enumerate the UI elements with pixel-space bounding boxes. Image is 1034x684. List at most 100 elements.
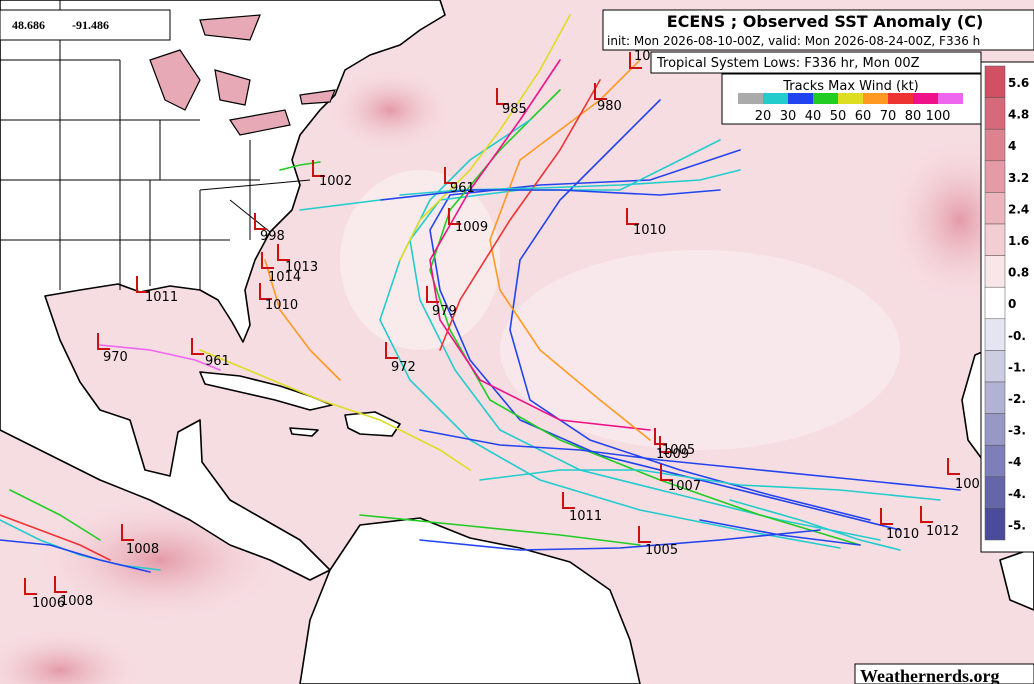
warm-anomaly: [0, 630, 140, 684]
colorbar-cell: [984, 508, 1006, 541]
legend-swatch: [938, 93, 963, 104]
north-america: [0, 0, 446, 581]
low-label: 972: [391, 360, 416, 375]
low-label: 1005: [645, 543, 678, 558]
track: [399, 14, 571, 261]
neutral-area: [340, 170, 500, 350]
low-label: 1011: [569, 509, 602, 524]
low-symbol: [277, 244, 290, 261]
low-symbol: [385, 342, 398, 359]
low-symbol: [920, 506, 933, 523]
title: ECENS ; Observed SST Anomaly (C): [667, 12, 984, 31]
track: [379, 189, 721, 201]
low-label: 1010: [886, 527, 919, 542]
low-symbol: [594, 83, 607, 100]
low-symbol: [24, 578, 37, 595]
colorbar-label: -0.: [1008, 329, 1026, 343]
hispaniola: [344, 411, 401, 437]
low-label: 1010: [265, 298, 298, 313]
legend-label: 40: [805, 109, 822, 124]
colorbar-cell: [984, 255, 1006, 288]
jamaica: [289, 427, 319, 437]
low-symbol: [191, 338, 204, 355]
track: [379, 119, 841, 549]
legend-swatch: [813, 93, 838, 104]
legend-swatch: [913, 93, 938, 104]
legend-label: 60: [855, 109, 872, 124]
track: [479, 469, 941, 501]
low-label: 1006: [32, 596, 65, 611]
colorbar-cell: [984, 286, 1006, 320]
colorbar-label: -4.: [1008, 487, 1026, 501]
lows-label: Tropical System Lows: F336 hr, Mon 00Z: [656, 56, 920, 71]
colorbar-cell: [984, 192, 1006, 225]
legend-swatch: [738, 93, 763, 104]
track: [729, 499, 901, 551]
low-symbol: [496, 88, 509, 105]
colorbar-label: -4: [1008, 455, 1021, 469]
low-label: 1010: [633, 223, 666, 238]
track: [419, 529, 821, 551]
colorbar-cell: [984, 444, 1006, 478]
tracks: [0, 14, 961, 573]
legend-swatch: [838, 93, 863, 104]
low-label: 961: [205, 354, 230, 369]
colorbar-label: 4.8: [1008, 108, 1029, 122]
low-label: 998: [260, 229, 285, 244]
low-symbol: [259, 283, 272, 300]
colorbar-cell: [984, 160, 1006, 193]
low-symbol: [121, 524, 134, 541]
low-symbol: [638, 526, 651, 543]
colorbar-cell: [984, 65, 1006, 98]
warm-anomaly: [330, 70, 450, 150]
colorbar-cell: [984, 318, 1006, 351]
track: [439, 79, 601, 351]
track: [0, 539, 151, 573]
coord-box: [0, 9, 171, 41]
legend-label: 80: [905, 109, 922, 124]
low-label: 100: [955, 477, 980, 492]
track: [299, 199, 381, 211]
colorbar-label: 1.6: [1008, 234, 1029, 248]
legend-label: 70: [880, 109, 897, 124]
low-symbol: [254, 213, 267, 230]
track: [489, 59, 651, 441]
watermark: Weathernerds.org: [860, 666, 999, 684]
legend-title: Tracks Max Wind (kt): [782, 79, 919, 94]
subtitle: init: Mon 2026-08-10-00Z, valid: Mon 202…: [607, 34, 980, 48]
low-label: 1002: [319, 174, 352, 189]
low-label: 1007: [668, 479, 701, 494]
low-label: 1012: [926, 524, 959, 539]
low-label: 1013: [285, 260, 318, 275]
track: [9, 489, 101, 541]
colorbar-cell: [984, 223, 1006, 256]
colorbar-cell: [984, 350, 1006, 383]
legend-label: 100: [926, 109, 951, 124]
great-lakes: [149, 14, 336, 136]
low-symbol: [136, 276, 149, 293]
colorbar-cell: [984, 97, 1006, 130]
legend-swatch: [763, 93, 788, 104]
low-symbol: [312, 160, 325, 177]
track: [0, 514, 111, 561]
track: [359, 514, 641, 546]
low-symbol: [880, 508, 893, 525]
low-label: 979: [432, 304, 457, 319]
header-box: [602, 9, 1034, 51]
low-symbol: [426, 286, 439, 303]
low-symbol: [660, 464, 673, 481]
colorbar-label: 2.4: [1008, 202, 1029, 216]
track: [699, 519, 861, 546]
track: [399, 169, 741, 196]
track: [0, 519, 161, 571]
colorbar-cell: [984, 381, 1006, 414]
low-label: 970: [103, 350, 128, 365]
colorbar-cell: [984, 128, 1006, 162]
colorbar-label: 4: [1008, 139, 1016, 153]
borders: [0, 0, 311, 290]
cuba: [199, 371, 333, 411]
legend-swatch: [888, 93, 913, 104]
low-symbol: [444, 167, 457, 184]
low-label: 1005: [662, 443, 695, 458]
